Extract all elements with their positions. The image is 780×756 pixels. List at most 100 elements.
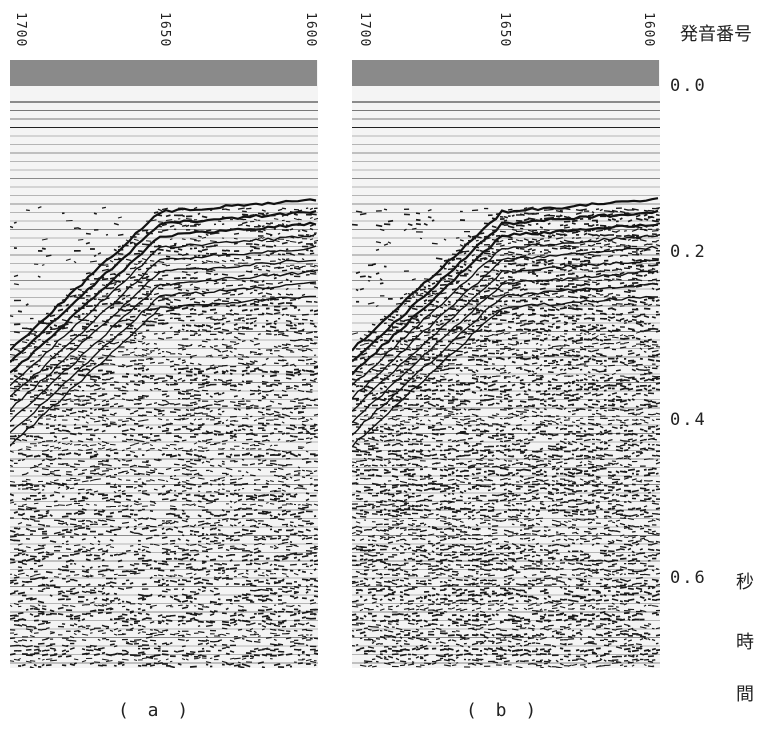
trace-wiggle [379,226,659,233]
trace-wiggle [17,661,317,668]
trace-wiggle [355,645,660,654]
trace-wiggle [13,346,313,354]
reflector-line [352,197,659,352]
trace-wiggle [13,321,317,330]
trace-wiggle [371,321,655,329]
trace-wiggle [61,211,317,219]
reflector-line [352,209,659,363]
trace-wiggle [18,450,318,459]
trace-wiggle [69,286,301,294]
trace-header-band [10,60,317,86]
trace-wiggle [375,236,660,244]
trace-wiggle [379,316,645,324]
trace-wiggle [10,455,318,463]
trace-wiggle [25,606,318,614]
trace-wiggle [10,431,318,440]
trace-wiggle [355,206,660,214]
shot-label-1700-a: 1700 [13,12,28,48]
trace-wiggle [387,215,660,224]
trace-wiggle [45,252,315,259]
time-axis-title-3: 間 [736,684,754,705]
trace-wiggle [13,326,317,335]
trace-wiggle [10,601,317,609]
trace-wiggle [10,496,310,504]
trace-wiggle [355,586,660,595]
trace-wiggle [352,501,660,509]
trace-wiggle [10,386,313,394]
trace-wiggle [352,396,657,404]
trace-wiggle [352,546,660,554]
trace-wiggle [352,461,660,469]
trace-wiggle [380,291,635,299]
trace-wiggle [17,506,313,514]
time-label-0.0: 0.0 [670,76,707,96]
reflector-line [10,233,317,387]
trace-wiggle [10,501,318,509]
trace-wiggle [352,440,660,449]
trace-wiggle [359,636,656,644]
trace-wiggle [355,541,658,549]
trace-wiggle [10,481,318,489]
shot-label-1600-b: 1600 [641,12,656,48]
trace-wiggle [367,261,660,269]
trace-wiggle [352,431,660,440]
trace-wiggle [10,446,309,454]
trace-wiggle [367,277,660,284]
trace-wiggle [352,351,660,360]
trace-wiggle [25,425,318,435]
trace-wiggle [352,366,658,374]
trace-wiggle [10,406,306,414]
trace-wiggle [13,586,318,594]
trace-wiggle [435,256,659,264]
trace-wiggle [467,231,660,239]
trace-wiggle [352,626,660,634]
shot-label-1600-a: 1600 [303,12,318,48]
caption-a: ( a ) [118,700,193,721]
trace-wiggle [25,301,297,309]
trace-wiggle [363,655,656,664]
trace-header-band [352,60,659,86]
trace-wiggle [65,216,318,224]
reflector-line [10,259,317,412]
trace-wiggle [375,246,660,254]
trace-wiggle [17,566,317,574]
trace-wiggle [25,417,313,424]
trace-wiggle [355,346,659,354]
trace-wiggle [10,312,318,319]
trace-wiggle [352,511,660,519]
trace-wiggle [355,566,659,574]
trace-wiggle [17,521,315,529]
trace-wiggle [10,525,318,534]
trace-wiggle [10,556,318,564]
trace-wiggle [10,531,318,540]
trace-wiggle [73,227,314,234]
trace-wiggle [352,576,659,584]
trace-wiggle [352,555,657,564]
caption-b: ( b ) [466,700,541,721]
trace-wiggle [352,571,660,579]
trace-wiggle [352,406,653,414]
trace-wiggle [29,316,314,324]
trace-wiggle [367,326,660,335]
trace-wiggle [10,421,318,429]
trace-wiggle [101,266,318,274]
trace-wiggle [363,425,660,434]
trace-wiggle [355,485,660,494]
trace-wiggle [10,411,318,419]
trace-wiggle [10,397,318,404]
shot-axis-title: 発音番号 [680,24,752,45]
trace-wiggle [352,631,660,640]
trace-wiggle [355,516,660,524]
shot-label-1700-b: 1700 [357,12,372,48]
trace-wiggle [10,627,313,634]
trace-wiggle [85,232,317,239]
trace-wiggle [352,536,660,543]
trace-wiggle [13,510,317,519]
trace-wiggle [352,361,659,369]
trace-wiggle [352,465,657,475]
reflector-line [10,210,317,364]
trace-wiggle [403,267,659,274]
time-axis-title-2: 時 [736,632,754,653]
trace-wiggle [10,436,313,444]
trace-wiggle [85,241,317,249]
